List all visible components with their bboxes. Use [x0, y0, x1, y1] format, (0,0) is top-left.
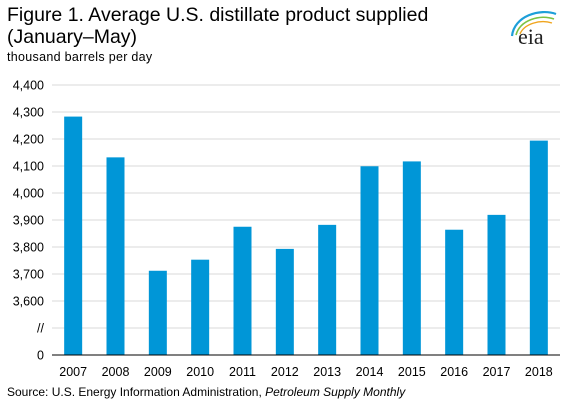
x-tick-label: 2007 — [59, 365, 87, 379]
x-tick-label: 2018 — [525, 365, 553, 379]
y-tick-label: 4,400 — [13, 79, 44, 93]
chart-units-label: thousand barrels per day — [7, 50, 153, 64]
y-tick-label: 4,300 — [13, 106, 44, 120]
bar-2015 — [402, 161, 421, 355]
x-tick-label: 2016 — [440, 365, 468, 379]
bar-2018 — [529, 140, 548, 355]
bar-2016 — [445, 229, 464, 355]
source-note: Source: U.S. Energy Information Administ… — [7, 385, 405, 399]
y-tick-label: // — [37, 322, 44, 336]
x-tick-label: 2012 — [271, 365, 299, 379]
chart-title: Figure 1. Average U.S. distillate produc… — [7, 4, 429, 48]
gridlines — [52, 84, 560, 329]
x-tick-label: 2009 — [144, 365, 172, 379]
bars — [64, 116, 548, 355]
eia-logo: eia — [510, 10, 557, 46]
bar-2013 — [318, 224, 337, 355]
y-tick-label: 4,000 — [13, 187, 44, 201]
eia-logo-arc-orange — [519, 20, 553, 35]
x-tick-label: 2008 — [102, 365, 130, 379]
y-tick-label: 3,600 — [13, 295, 44, 309]
y-tick-label: 3,800 — [13, 241, 44, 255]
x-tick-label: 2017 — [483, 365, 511, 379]
bar-2014 — [360, 166, 379, 355]
bar-2017 — [487, 214, 506, 355]
y-tick-label: 0 — [37, 349, 44, 363]
y-tick-label: 4,100 — [13, 160, 44, 174]
bar-2010 — [191, 259, 210, 355]
x-tick-label: 2015 — [398, 365, 426, 379]
bar-2011 — [233, 226, 252, 355]
y-tick-label: 4,200 — [13, 133, 44, 147]
source-prefix: Source: U.S. Energy Information Administ… — [7, 385, 266, 399]
x-tick-label: 2011 — [229, 365, 256, 379]
y-tick-label: 3,900 — [13, 214, 44, 228]
eia-logo-text: eia — [518, 24, 544, 46]
bar-2007 — [64, 116, 83, 355]
bar-2012 — [275, 248, 294, 355]
bar-2008 — [106, 157, 125, 355]
x-axis-tick-labels: 2007 2008 2009 2010 2011 2012 2013 2014 2015 2016… — [59, 365, 553, 379]
y-tick-label: 3,700 — [13, 268, 44, 282]
eia-logo-arc-blue — [510, 10, 557, 37]
source-publication: Petroleum Supply Monthly — [265, 385, 406, 399]
y-axis-tick-labels: 4,400 4,300 4,200 4,100 4,000 3,900 3,800 3,700… — [13, 79, 45, 363]
x-tick-label: 2010 — [186, 365, 214, 379]
eia-logo-arc-green — [515, 16, 555, 36]
x-tick-label: 2013 — [313, 365, 341, 379]
bar-2009 — [148, 270, 167, 355]
x-tick-label: 2014 — [356, 365, 384, 379]
